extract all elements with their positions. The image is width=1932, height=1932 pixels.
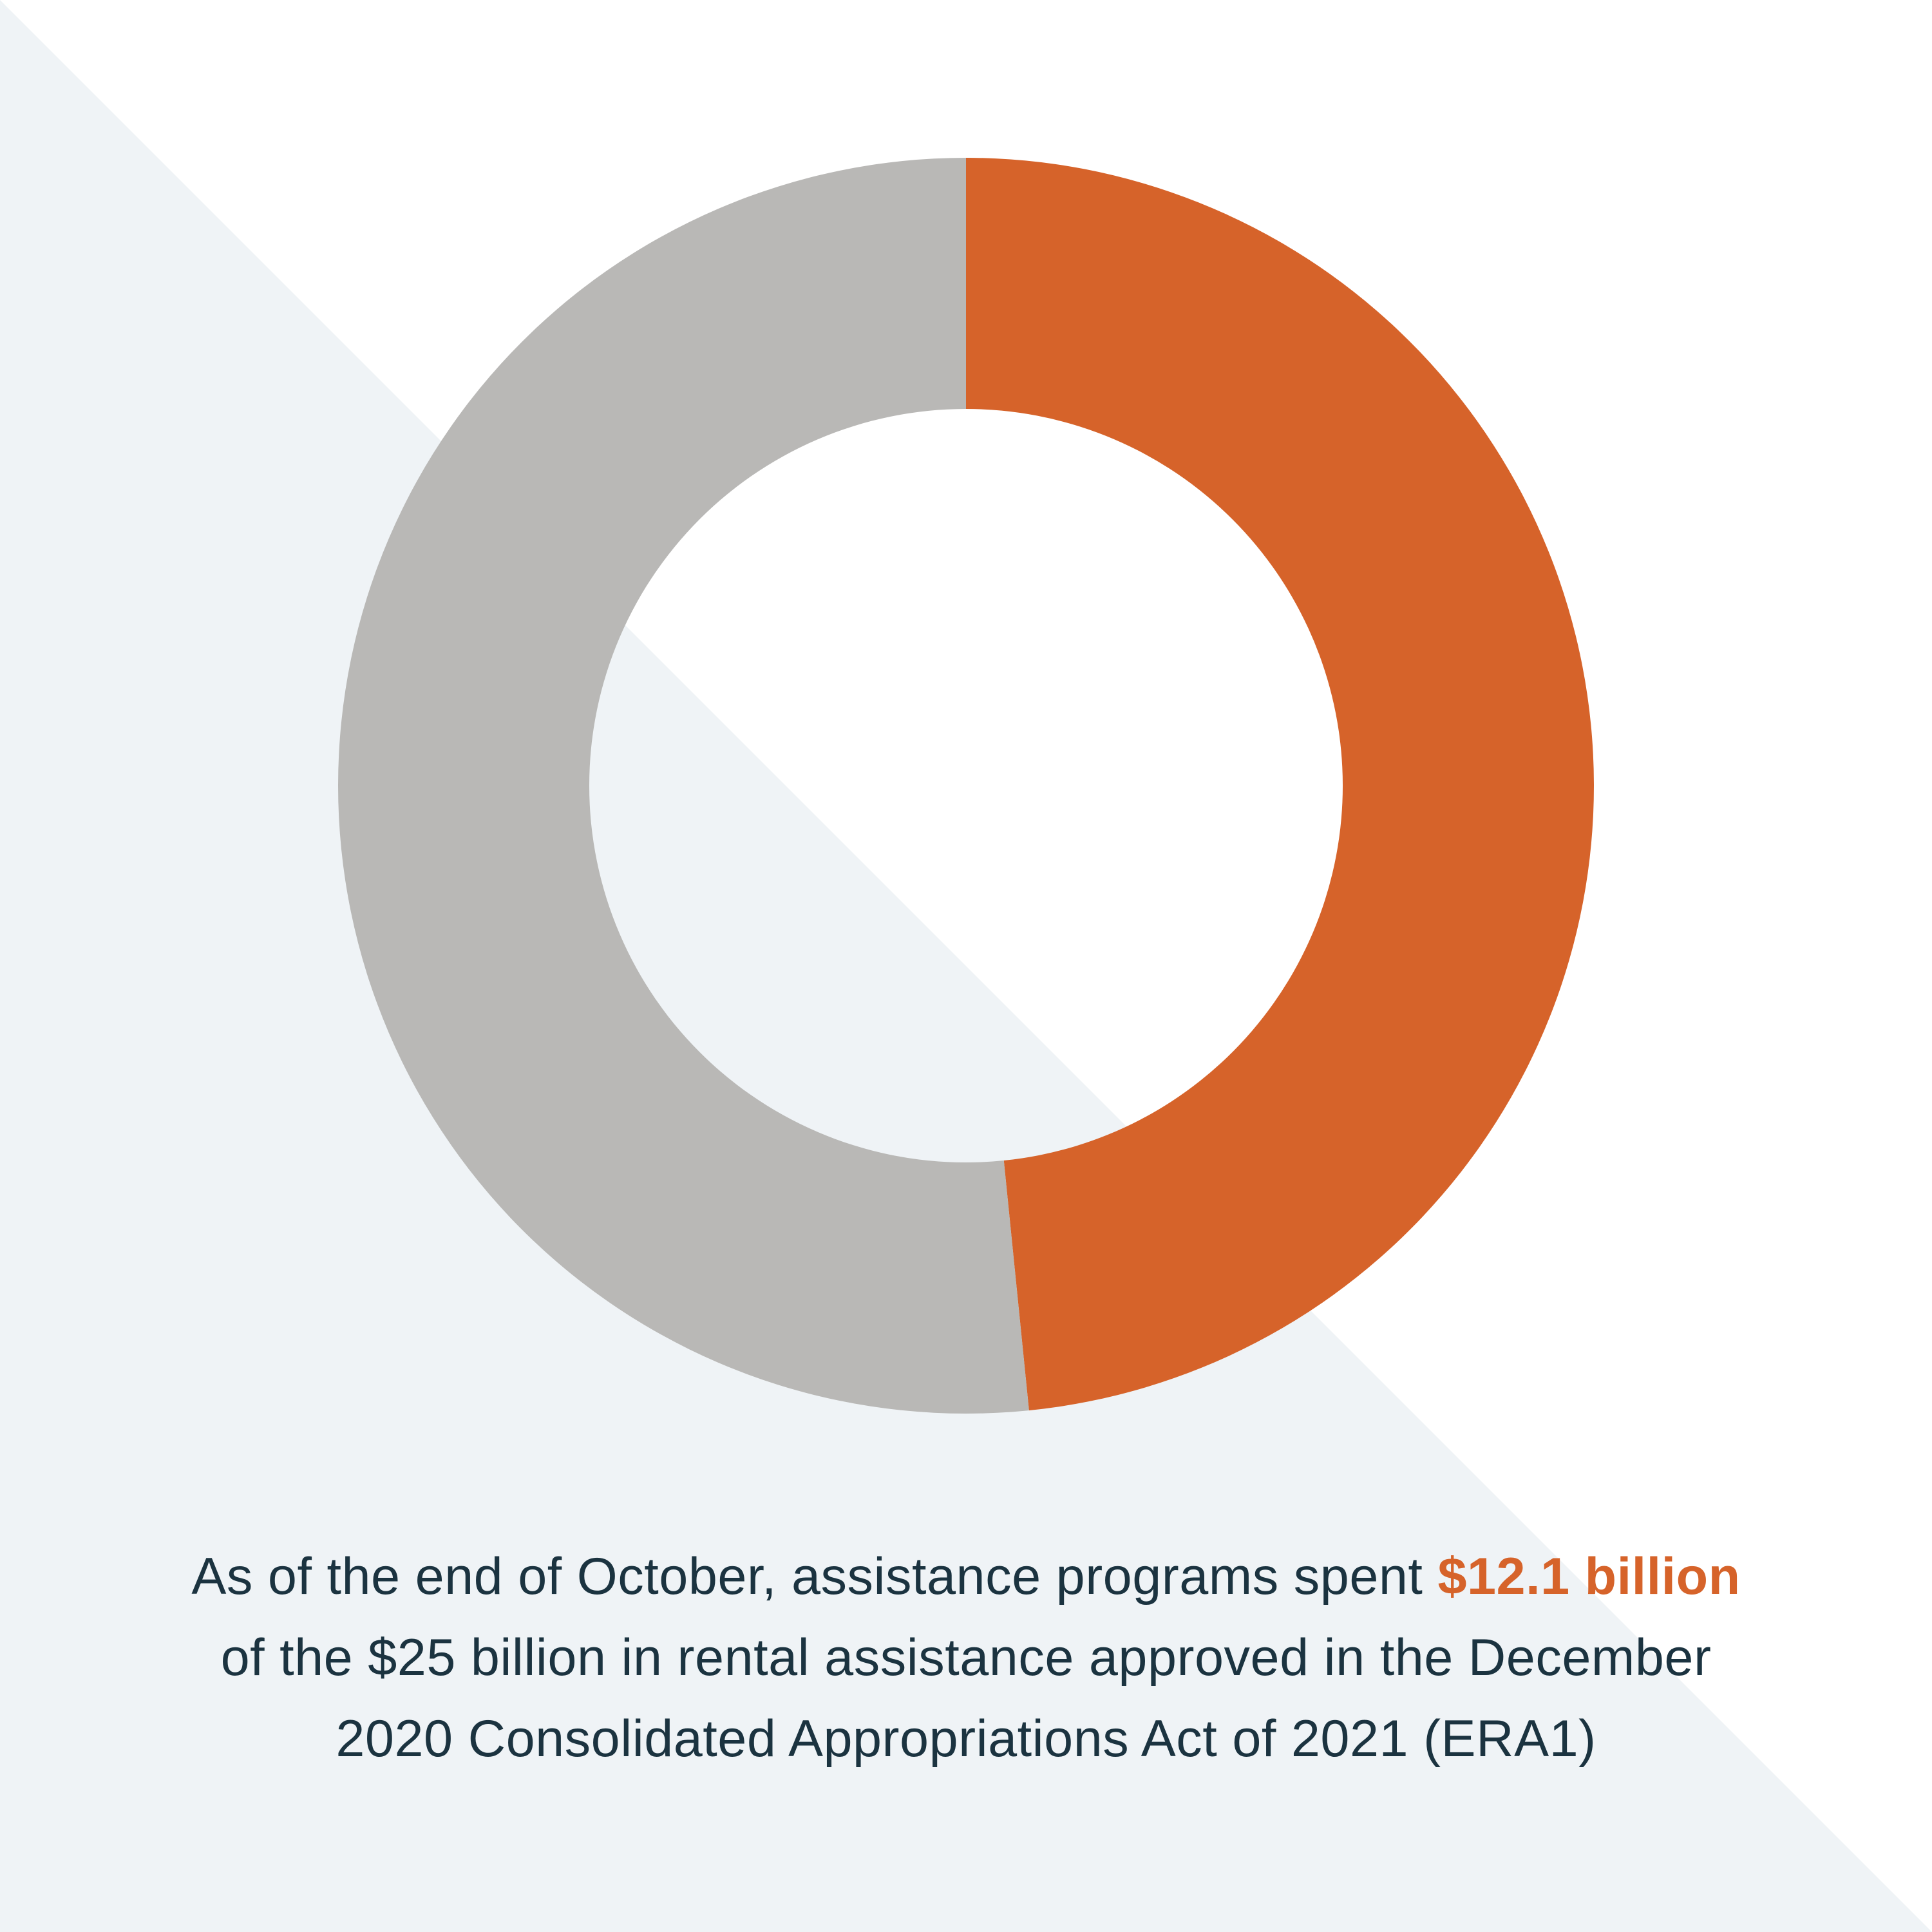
donut-slice-spent: [966, 158, 1594, 1411]
caption-line-1: As of the end of October, assistance pro…: [64, 1536, 1868, 1617]
caption-line-2: of the $25 billion in rental assistance …: [220, 1629, 1712, 1687]
caption-line-1-text: As of the end of October, assistance pro…: [191, 1548, 1438, 1605]
caption-line-3: 2020 Consolidated Appropriations Act of …: [336, 1710, 1596, 1768]
donut-slice-remaining: [337, 157, 1029, 1414]
caption: As of the end of October, assistance pro…: [64, 1536, 1868, 1779]
spent-amount-highlight: $12.1 billion: [1437, 1548, 1741, 1605]
